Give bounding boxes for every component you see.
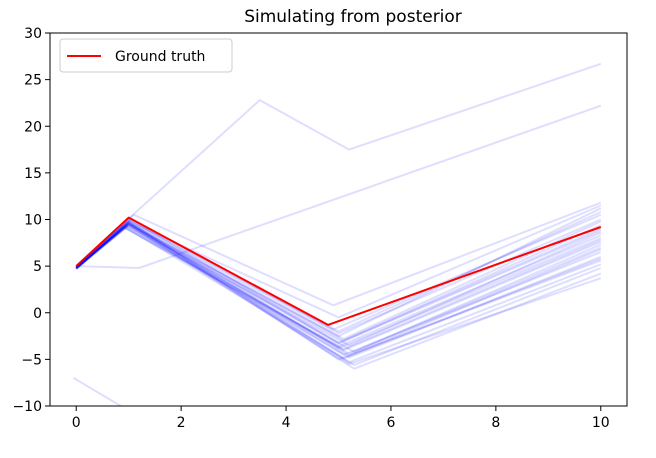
posterior-sample-line-5	[75, 220, 602, 340]
y-tick-label: −10	[12, 399, 42, 415]
x-tick-label: 8	[491, 415, 500, 431]
posterior-sample-line-15	[75, 226, 602, 366]
y-tick-label: 10	[24, 213, 42, 229]
posterior-sample-line-10	[75, 223, 602, 353]
posterior-sample-line-19	[75, 222, 602, 342]
x-tick-label: 6	[386, 415, 395, 431]
y-tick-label: 30	[24, 26, 42, 42]
posterior-sample-line-8	[75, 221, 602, 350]
ground-truth-line	[75, 216, 602, 326]
x-tick-label: 2	[177, 415, 186, 431]
posterior-sample-line-22	[75, 222, 602, 360]
y-tick-label: 25	[24, 73, 42, 89]
posterior-sample-line-6	[75, 219, 602, 344]
posterior-sample-line-17	[75, 207, 602, 338]
posterior-sample-line-25	[75, 218, 602, 335]
legend-box	[59, 38, 233, 73]
posterior-sample-line-26	[75, 225, 602, 351]
posterior-sample-line-28	[75, 221, 602, 345]
chart-title: Simulating from posterior	[244, 7, 462, 27]
posterior-sample-line-20	[75, 226, 602, 348]
posterior-sample-line-1	[76, 104, 602, 269]
x-tick-label: 10	[592, 415, 610, 431]
posterior-sample-line-9	[75, 226, 602, 352]
x-tick-label: 0	[72, 415, 81, 431]
posterior-sample-line-7	[75, 224, 602, 347]
legend-ground-truth-label: Ground truth	[115, 49, 205, 65]
y-tick-label: 0	[33, 306, 42, 322]
posterior-sample-line-4	[75, 211, 602, 333]
y-tick-label: 5	[33, 259, 42, 275]
posterior-sample-line-14	[75, 223, 602, 364]
posterior-sample-line-21	[75, 223, 602, 355]
posterior-sample-line-2	[73, 377, 123, 406]
legend: Ground truth	[59, 38, 233, 73]
x-tick-label: 4	[282, 415, 291, 431]
y-tick-label: −5	[21, 352, 42, 368]
posterior-sample-line-11	[75, 222, 602, 356]
plot-area	[73, 62, 602, 406]
posterior-sample-line-13	[75, 220, 602, 361]
posterior-sample-line-0	[75, 62, 602, 267]
y-tick-label: 15	[24, 166, 42, 182]
y-tick-label: 20	[24, 119, 42, 135]
posterior-sample-line-16	[75, 224, 602, 370]
posterior-sample-line-27	[75, 223, 602, 357]
posterior-sample-line-23	[75, 224, 602, 365]
posterior-sample-line-12	[75, 225, 602, 359]
axes: 0 2 4 6 8 10 −10 −5 0 5 10 15 20 25 30	[12, 26, 628, 431]
posterior-sample-line-24	[75, 204, 602, 319]
